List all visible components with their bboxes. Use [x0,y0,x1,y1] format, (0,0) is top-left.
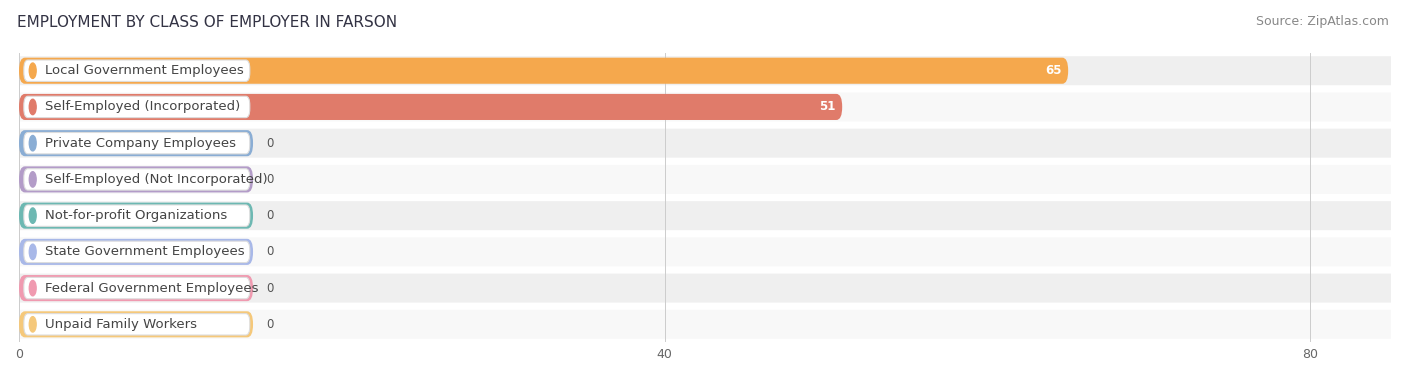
FancyBboxPatch shape [20,274,1391,303]
Text: 0: 0 [266,137,273,150]
FancyBboxPatch shape [24,132,250,154]
FancyBboxPatch shape [20,165,1391,194]
Text: State Government Employees: State Government Employees [45,246,245,258]
FancyBboxPatch shape [20,239,253,265]
FancyBboxPatch shape [20,201,1391,230]
FancyBboxPatch shape [24,277,250,299]
Circle shape [30,172,37,187]
FancyBboxPatch shape [24,169,250,190]
FancyBboxPatch shape [20,129,1391,158]
Circle shape [30,280,37,296]
FancyBboxPatch shape [20,130,253,156]
FancyBboxPatch shape [20,275,253,301]
FancyBboxPatch shape [20,58,1069,84]
Text: 0: 0 [266,282,273,295]
Circle shape [30,317,37,332]
Text: Federal Government Employees: Federal Government Employees [45,282,259,295]
FancyBboxPatch shape [24,60,250,82]
Text: 0: 0 [266,209,273,222]
Text: Unpaid Family Workers: Unpaid Family Workers [45,318,197,331]
Circle shape [30,208,37,223]
Text: 0: 0 [266,318,273,331]
Circle shape [30,244,37,259]
Circle shape [30,99,37,115]
FancyBboxPatch shape [20,56,1391,85]
Text: Local Government Employees: Local Government Employees [45,64,243,77]
FancyBboxPatch shape [24,314,250,335]
Text: Source: ZipAtlas.com: Source: ZipAtlas.com [1256,15,1389,28]
Text: Self-Employed (Incorporated): Self-Employed (Incorporated) [45,100,240,114]
Text: Not-for-profit Organizations: Not-for-profit Organizations [45,209,228,222]
Text: Self-Employed (Not Incorporated): Self-Employed (Not Incorporated) [45,173,267,186]
FancyBboxPatch shape [20,310,1391,339]
Circle shape [30,63,37,79]
FancyBboxPatch shape [24,96,250,118]
Text: EMPLOYMENT BY CLASS OF EMPLOYER IN FARSON: EMPLOYMENT BY CLASS OF EMPLOYER IN FARSO… [17,15,396,30]
FancyBboxPatch shape [20,311,253,337]
Text: 0: 0 [266,246,273,258]
Text: 51: 51 [820,100,835,114]
FancyBboxPatch shape [20,94,842,120]
Text: 65: 65 [1045,64,1062,77]
Circle shape [30,135,37,151]
Text: Private Company Employees: Private Company Employees [45,137,236,150]
FancyBboxPatch shape [24,241,250,262]
FancyBboxPatch shape [20,203,253,229]
FancyBboxPatch shape [20,166,253,193]
FancyBboxPatch shape [20,237,1391,266]
FancyBboxPatch shape [20,92,1391,121]
FancyBboxPatch shape [24,205,250,226]
Text: 0: 0 [266,173,273,186]
